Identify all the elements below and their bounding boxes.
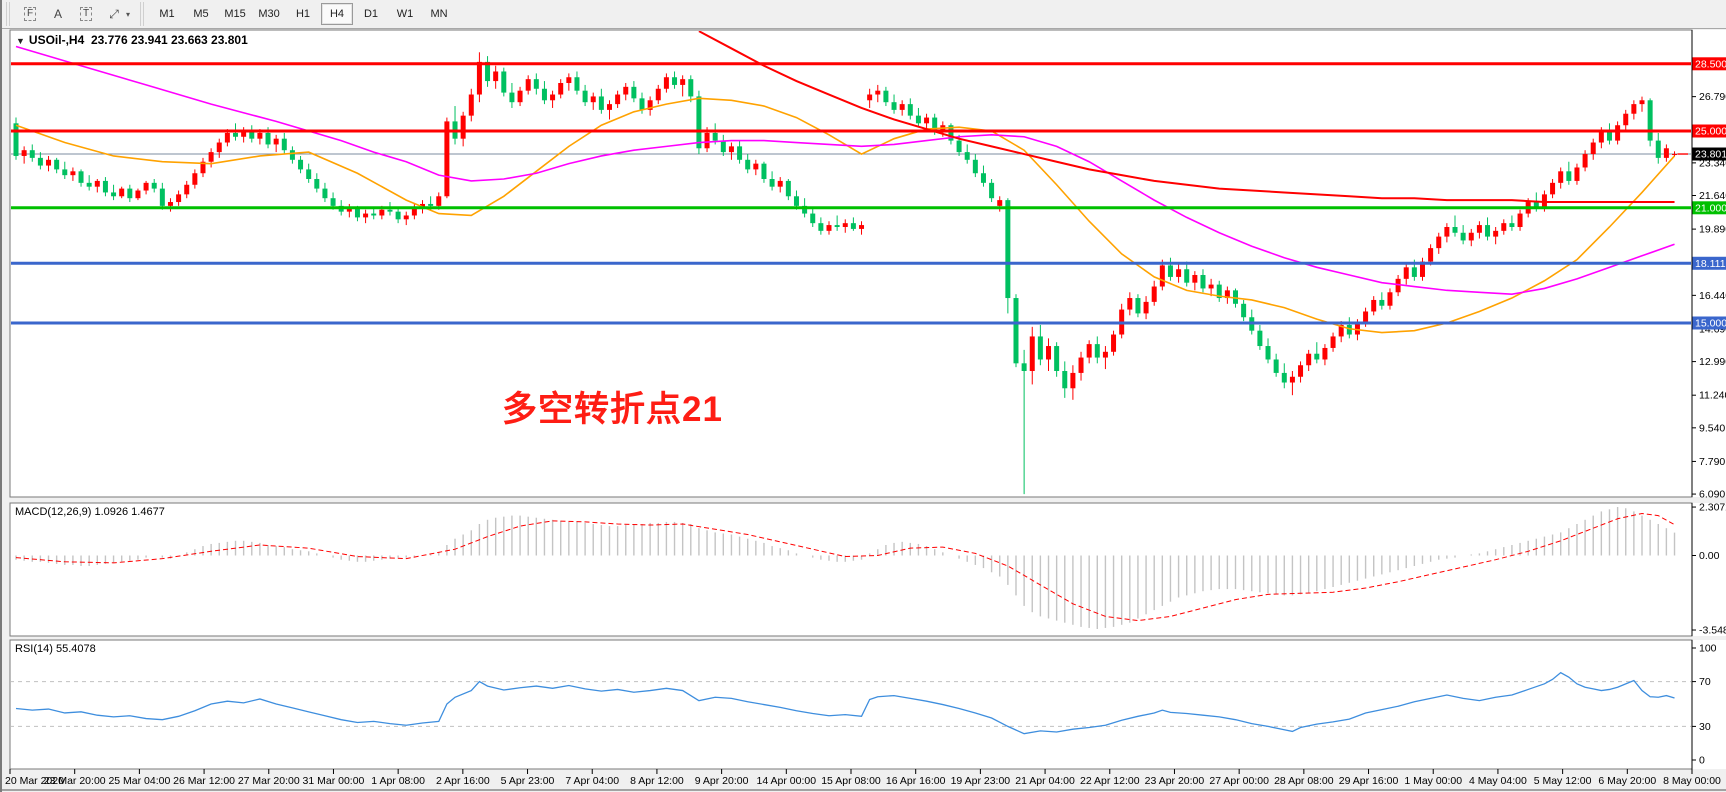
fast-ma-orange xyxy=(15,97,1676,334)
time-axis-label: 6 May 20:00 xyxy=(1598,775,1656,787)
price-badge-label: 15.000 xyxy=(1695,318,1726,330)
ohlc-values: 23.776 23.941 23.663 23.801 xyxy=(90,33,248,47)
time-axis-label: 25 Mar 04:00 xyxy=(108,775,170,787)
time-axis-label: 23 Mar 20:00 xyxy=(44,775,106,787)
rsi-line xyxy=(15,671,1675,735)
dropdown-caret-icon[interactable]: ▾ xyxy=(126,9,131,19)
price-tick-label: 19.890 xyxy=(1699,224,1726,236)
time-axis-label: 19 Apr 23:00 xyxy=(951,775,1011,787)
price-badge-21.000 xyxy=(1692,201,1726,215)
price-tick-label: 6.090 xyxy=(1699,489,1725,501)
rsi-tick-label: 30 xyxy=(1699,721,1711,733)
macd-scale[interactable]: 2.3072 0.00 -3.5484 xyxy=(1692,502,1726,637)
toolbar: F A T ⤢ ▾ M1 M5 M15 M30 H1 H4 D1 W1 MN xyxy=(2,0,1726,29)
timeframe-button-mn[interactable]: MN xyxy=(430,8,448,20)
rsi-scale[interactable]: 100 70 30 0 xyxy=(1692,643,1717,767)
macd-tick-label: -3.5484 xyxy=(1699,625,1726,637)
price-tick-label: 16.440 xyxy=(1699,290,1726,302)
price-badge-label: 21.000 xyxy=(1695,202,1726,214)
price-badge-18.111 xyxy=(1692,256,1726,270)
timeframe-button-h4[interactable]: H4 xyxy=(321,3,354,25)
time-axis-label: 31 Mar 00:00 xyxy=(303,775,365,787)
long-ma-red xyxy=(698,31,1675,204)
drawing-tools-group: F A T ⤢ ▾ xyxy=(6,2,136,26)
timeframe-toolbar: M1 M5 M15 M30 H1 H4 D1 W1 MN xyxy=(140,2,462,26)
price-badge-15.000 xyxy=(1692,316,1726,330)
main-chart-layer xyxy=(11,31,1691,495)
template-grid-f-icon[interactable]: F xyxy=(17,3,43,25)
price-tick-label: 26.790 xyxy=(1699,91,1726,103)
symbol-dropdown-icon[interactable]: ▼ xyxy=(16,36,25,46)
macd-signal-line xyxy=(15,512,1675,622)
time-axis-label: 15 Apr 08:00 xyxy=(821,775,881,787)
timeframe-button-m15[interactable]: M15 xyxy=(224,8,246,20)
slow-ma-magenta xyxy=(15,45,1675,296)
chart-title: ▼ USOil-,H4 23.776 23.941 23.663 23.801 xyxy=(16,33,248,47)
text-label-a-icon[interactable]: A xyxy=(53,7,62,21)
time-axis-label: 5 May 12:00 xyxy=(1534,775,1592,787)
price-badge-23.801 xyxy=(1692,147,1726,161)
price-tick-label: 9.540 xyxy=(1699,422,1725,434)
rsi-tick-label: 70 xyxy=(1699,676,1711,688)
time-axis-label: 23 Apr 20:00 xyxy=(1145,775,1205,787)
time-axis-label: 9 Apr 20:00 xyxy=(695,775,749,787)
time-axis-label: 8 May 00:00 xyxy=(1663,775,1721,787)
price-badge-label: 25.000 xyxy=(1695,126,1726,138)
macd-price-scale-bg[interactable] xyxy=(1692,503,1726,636)
time-axis-label: 14 Apr 00:00 xyxy=(757,775,817,787)
macd-tick-label: 2.3072 xyxy=(1699,502,1726,514)
rsi-indicator-label: RSI(14) 55.4078 xyxy=(15,643,96,655)
time-axis-label: 21 Apr 04:00 xyxy=(1015,775,1075,787)
price-badge-28.500 xyxy=(1692,57,1726,71)
rsi-price-scale-bg[interactable] xyxy=(1692,640,1726,769)
price-tick-label: 7.790 xyxy=(1699,456,1725,468)
timeframe-button-d1[interactable]: D1 xyxy=(363,8,379,20)
rsi-tick-label: 100 xyxy=(1699,643,1717,655)
timeframe-button-m30[interactable]: M30 xyxy=(258,8,280,20)
time-axis-label: 7 Apr 04:00 xyxy=(565,775,619,787)
candlestick-series xyxy=(13,52,1678,495)
time-axis-label: 29 Apr 16:00 xyxy=(1339,775,1399,787)
price-tick-label: 12.990 xyxy=(1699,356,1726,368)
time-axis-label: 16 Apr 16:00 xyxy=(886,775,946,787)
price-tick-label: 21.640 xyxy=(1699,190,1726,202)
rsi-tick-label: 0 xyxy=(1699,755,1705,767)
chart-text-annotation[interactable]: 多空转折点21 xyxy=(502,390,723,429)
macd-layer xyxy=(15,506,1676,629)
text-box-t-icon[interactable]: T xyxy=(73,3,99,25)
price-tick-label: 11.240 xyxy=(1699,390,1726,402)
time-axis-label: 1 Apr 08:00 xyxy=(371,775,425,787)
time-axis-label: 5 Apr 23:00 xyxy=(501,775,555,787)
rsi-panel[interactable] xyxy=(9,639,1693,770)
price-badge-label: 23.801 xyxy=(1695,149,1726,161)
draw-arrows-icon[interactable]: ⤢ xyxy=(109,6,119,21)
time-axis-label: 28 Apr 08:00 xyxy=(1274,775,1334,787)
time-axis-label: 4 May 04:00 xyxy=(1469,775,1527,787)
timeframe-button-h1[interactable]: H1 xyxy=(295,8,311,20)
timeframe-button-m1[interactable]: M1 xyxy=(159,8,175,20)
time-axis-label: 1 May 00:00 xyxy=(1404,775,1462,787)
time-axis-label: 27 Mar 20:00 xyxy=(238,775,300,787)
timeframe-button-m5[interactable]: M5 xyxy=(193,8,209,20)
macd-panel[interactable] xyxy=(9,502,1693,637)
price-scale[interactable]: 26.79023.34021.64019.89016.44014.69012.9… xyxy=(1692,57,1726,501)
time-axis-label: 2 Apr 16:00 xyxy=(436,775,490,787)
price-badge-25.000 xyxy=(1692,124,1726,138)
price-badge-label: 18.111 xyxy=(1695,258,1726,270)
time-axis-label: 26 Mar 12:00 xyxy=(173,775,235,787)
symbol-name: USOil-,H4 xyxy=(28,33,85,47)
price-badge-label: 28.500 xyxy=(1695,58,1726,70)
macd-tick-label: 0.00 xyxy=(1699,550,1720,562)
rsi-layer xyxy=(11,671,1691,735)
timeframe-button-w1[interactable]: W1 xyxy=(396,8,414,20)
macd-indicator-label: MACD(12,26,9) 1.0926 1.4677 xyxy=(15,506,165,518)
time-axis-label: 8 Apr 12:00 xyxy=(630,775,684,787)
time-axis-label: 20 Mar 2020 xyxy=(5,775,64,787)
time-axis-label: 27 Apr 00:00 xyxy=(1209,775,1269,787)
time-axis-label: 22 Apr 12:00 xyxy=(1080,775,1140,787)
